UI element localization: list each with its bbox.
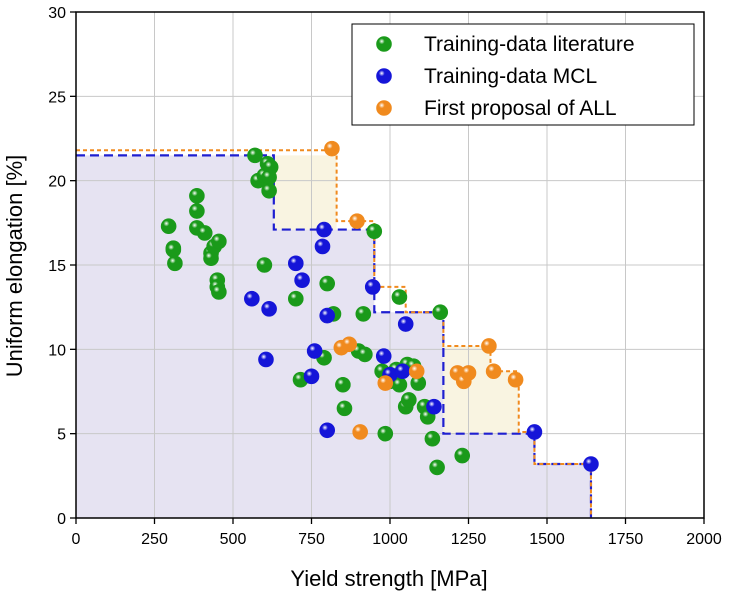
data-point <box>485 363 502 380</box>
data-point <box>196 225 213 241</box>
data-point <box>401 392 417 408</box>
data-point <box>377 375 394 391</box>
data-point <box>261 169 277 186</box>
legend-items: Training-data literature Training-data MC… <box>376 33 635 120</box>
data-point <box>432 304 449 321</box>
shaded-region-0 <box>76 155 591 518</box>
shading-layer <box>76 155 591 518</box>
legend-label: First proposal of ALL <box>424 97 617 120</box>
data-point <box>355 306 372 322</box>
data-point <box>352 424 368 440</box>
data-point <box>189 203 205 219</box>
data-point <box>167 255 183 272</box>
data-point <box>364 279 381 295</box>
data-point <box>349 213 365 229</box>
data-point <box>394 363 411 380</box>
data-point <box>507 371 524 388</box>
x-tick-label: 0 <box>72 531 81 548</box>
frontier-line-1 <box>76 149 592 518</box>
data-point <box>247 147 263 164</box>
x-tick-label: 2000 <box>686 531 722 548</box>
data-point <box>287 255 304 272</box>
legend-marker <box>376 36 392 52</box>
data-point <box>408 363 425 380</box>
data-point <box>211 233 227 250</box>
legend-box <box>351 23 695 126</box>
axes-layer: 0 250 500 750 1000 1250 1500 1750 2000 0 5 10 15 20 25… <box>48 5 722 548</box>
y-tick-label: 0 <box>57 511 66 528</box>
legend-marker <box>376 68 392 84</box>
legend: Training-data literature Training-data MC… <box>351 23 695 126</box>
data-point <box>454 447 471 464</box>
data-point <box>324 140 340 157</box>
data-point <box>426 398 442 415</box>
data-point <box>189 188 205 204</box>
data-point <box>341 336 357 353</box>
data-point <box>160 218 177 235</box>
legend-marker <box>376 100 392 116</box>
data-point <box>244 290 260 307</box>
y-tick-label: 20 <box>48 174 66 191</box>
shaded-region-1 <box>273 155 337 230</box>
data-point <box>258 351 274 368</box>
x-tick-label: 1250 <box>451 531 487 548</box>
legend-label: Training-data MCL <box>424 65 597 88</box>
data-point <box>366 223 383 240</box>
data-point <box>460 365 477 381</box>
x-tick-label: 750 <box>298 531 325 548</box>
data-point <box>314 238 331 255</box>
data-point <box>583 456 599 472</box>
data-point <box>357 346 373 363</box>
data-point <box>294 272 310 288</box>
data-point <box>319 275 336 292</box>
data-point <box>319 307 336 324</box>
x-tick-label: 500 <box>220 531 247 548</box>
data-point <box>256 257 273 273</box>
data-point <box>306 343 323 359</box>
x-axis-label: Yield strength [MPa] <box>290 566 487 591</box>
data-point <box>481 338 497 354</box>
data-point <box>287 290 304 307</box>
shaded-region-2 <box>443 345 519 434</box>
data-point <box>316 221 332 238</box>
data-point <box>261 182 277 199</box>
data-point <box>375 348 392 364</box>
x-tick-label: 1750 <box>608 531 644 548</box>
data-point <box>211 284 227 300</box>
data-point <box>424 430 441 447</box>
x-tick-label: 1000 <box>372 531 408 548</box>
y-tick-label: 5 <box>57 427 66 444</box>
data-point <box>336 400 353 417</box>
y-tick-label: 30 <box>48 5 66 22</box>
y-tick-label: 15 <box>48 258 66 275</box>
data-point <box>526 424 543 440</box>
data-point <box>391 289 408 305</box>
data-point <box>429 459 445 476</box>
data-point <box>377 425 394 442</box>
x-tick-label: 250 <box>141 531 168 548</box>
points-layer <box>160 140 599 476</box>
y-axis-label: Uniform elongation [%] <box>2 155 27 378</box>
y-tick-label: 10 <box>48 342 66 359</box>
data-point <box>335 376 351 393</box>
data-point <box>303 368 320 385</box>
data-point <box>319 422 336 439</box>
y-tick-label: 25 <box>48 89 66 106</box>
data-point <box>165 242 182 258</box>
legend-label: Training-data literature <box>424 33 635 56</box>
x-tick-label: 1500 <box>529 531 565 548</box>
data-point <box>397 316 414 332</box>
data-point <box>261 301 277 317</box>
